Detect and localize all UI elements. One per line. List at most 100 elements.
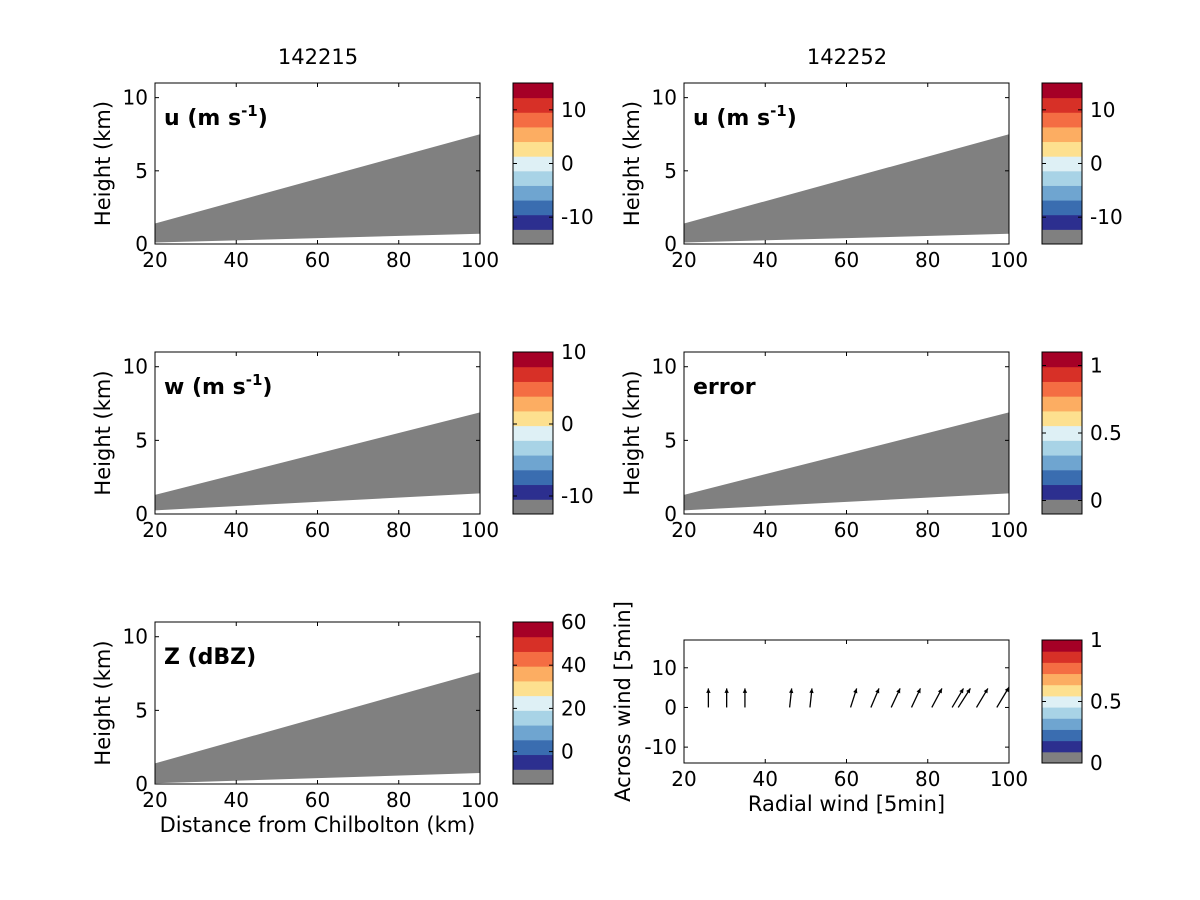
colorbar-segment	[513, 156, 553, 172]
x-tick-label: 40	[224, 248, 249, 272]
wind-vector	[890, 688, 901, 708]
colorbar-tick-label: 0	[1090, 152, 1103, 176]
colorbar-segment	[1042, 684, 1082, 697]
column-title-left: 142215	[278, 45, 358, 69]
colorbar: 10 0 -10	[512, 340, 594, 515]
data-field-no-data	[684, 412, 1009, 511]
y-tick-label: 5	[135, 159, 148, 183]
colorbar-tick-label: 10	[1090, 98, 1115, 122]
colorbar-segment	[1042, 185, 1082, 201]
colorbar-segment	[513, 469, 553, 486]
x-tick-label: 100	[461, 248, 499, 272]
y-tick-label: 10	[123, 86, 148, 110]
y-tick-label: -10	[644, 735, 677, 759]
colorbar-segment	[513, 666, 553, 682]
x-tick-label: 100	[990, 767, 1028, 791]
colorbar-frame	[512, 621, 554, 785]
panel-label: error	[693, 375, 756, 400]
colorbar-tick-label: 1	[1090, 628, 1103, 652]
panel-label-tail: )	[262, 375, 272, 400]
wind-vector	[706, 688, 711, 708]
colorbar-segment	[513, 141, 553, 157]
x-tick-label: 100	[461, 518, 499, 542]
colorbar-tick-label: -10	[561, 484, 594, 508]
colorbar-segment	[1042, 410, 1082, 427]
x-tick-label: 80	[386, 518, 411, 542]
x-tick-label: 40	[753, 248, 778, 272]
panel-label-superscript: -1	[770, 102, 787, 120]
colorbar: 60 40 20 0	[512, 610, 586, 785]
colorbar-segment	[513, 425, 553, 441]
colorbar: 10.50	[1041, 628, 1122, 775]
panel-label-superscript: -1	[246, 371, 263, 389]
colorbar-segment	[513, 352, 553, 368]
y-tick-label: 0	[664, 232, 677, 256]
wind-vector	[870, 688, 880, 708]
wind-vector	[849, 688, 858, 708]
colorbar-segment	[513, 710, 553, 726]
colorbar-segment	[513, 499, 553, 514]
colorbar: 10 0 -10	[512, 82, 594, 245]
panel-label-superscript: -1	[241, 102, 258, 120]
colorbar-segment	[1042, 662, 1082, 675]
colorbar-segment	[513, 440, 553, 456]
colorbar-segment	[513, 366, 553, 382]
x-tick-label: 20	[142, 248, 167, 272]
colorbar-segment	[513, 170, 553, 186]
y-axis-label: Across wind [5min]	[611, 601, 635, 802]
colorbar-segment	[1042, 484, 1082, 500]
colorbar-segment	[1042, 651, 1082, 663]
colorbar-segment	[513, 739, 553, 756]
y-tick-label: 10	[652, 656, 677, 680]
colorbar-segment	[1042, 718, 1082, 730]
colorbar-tick-label: 20	[561, 696, 586, 720]
y-tick-label: 5	[135, 428, 148, 452]
x-tick-label: 20	[142, 518, 167, 542]
colorbar-segment	[513, 200, 553, 216]
y-tick-label: 5	[664, 428, 677, 452]
x-tick-label: 60	[834, 518, 859, 542]
wind-vector	[742, 688, 748, 708]
colorbar-segment	[1042, 499, 1082, 514]
colorbar-tick-label: 0	[561, 412, 574, 436]
colorbar: 10 0 -10	[1041, 82, 1123, 245]
colorbar-tick-label: 10	[561, 340, 586, 364]
y-axis-label: Height (km)	[91, 640, 115, 765]
x-tick-label: 20	[671, 248, 696, 272]
x-tick-label: 100	[990, 518, 1028, 542]
x-tick-label: 100	[461, 788, 499, 812]
y-axis-label: Height (km)	[620, 101, 644, 226]
colorbar-segment	[1042, 83, 1082, 99]
colorbar: 10.50	[1041, 351, 1122, 515]
colorbar-segment	[1042, 200, 1082, 216]
x-tick-label: 60	[834, 767, 859, 791]
wind-vector	[996, 686, 1010, 708]
colorbar-segment	[1042, 126, 1082, 143]
y-axis-label: Height (km)	[91, 101, 115, 226]
colorbar-segment	[513, 680, 553, 697]
panel-label-main: u (m s	[164, 106, 241, 131]
colorbar-segment	[513, 126, 553, 143]
y-tick-label: 0	[135, 772, 148, 796]
y-tick-label: 10	[652, 86, 677, 110]
x-tick-label: 20	[671, 767, 696, 791]
colorbar-segment	[513, 651, 553, 667]
wind-vector	[951, 688, 965, 708]
colorbar-segment	[1042, 381, 1082, 397]
colorbar-segment	[1042, 425, 1082, 441]
panel-label-tail: )	[258, 106, 268, 131]
x-tick-label: 80	[915, 518, 940, 542]
x-tick-label: 80	[386, 788, 411, 812]
x-tick-label: 40	[753, 518, 778, 542]
x-tick-label: 20	[142, 788, 167, 812]
colorbar-segment	[513, 112, 553, 128]
panel-label: u (m s-1)	[693, 102, 797, 131]
colorbar-tick-label: 40	[561, 653, 586, 677]
x-tick-label: 20	[671, 518, 696, 542]
colorbar-segment	[1042, 469, 1082, 486]
colorbar-segment	[1042, 112, 1082, 128]
